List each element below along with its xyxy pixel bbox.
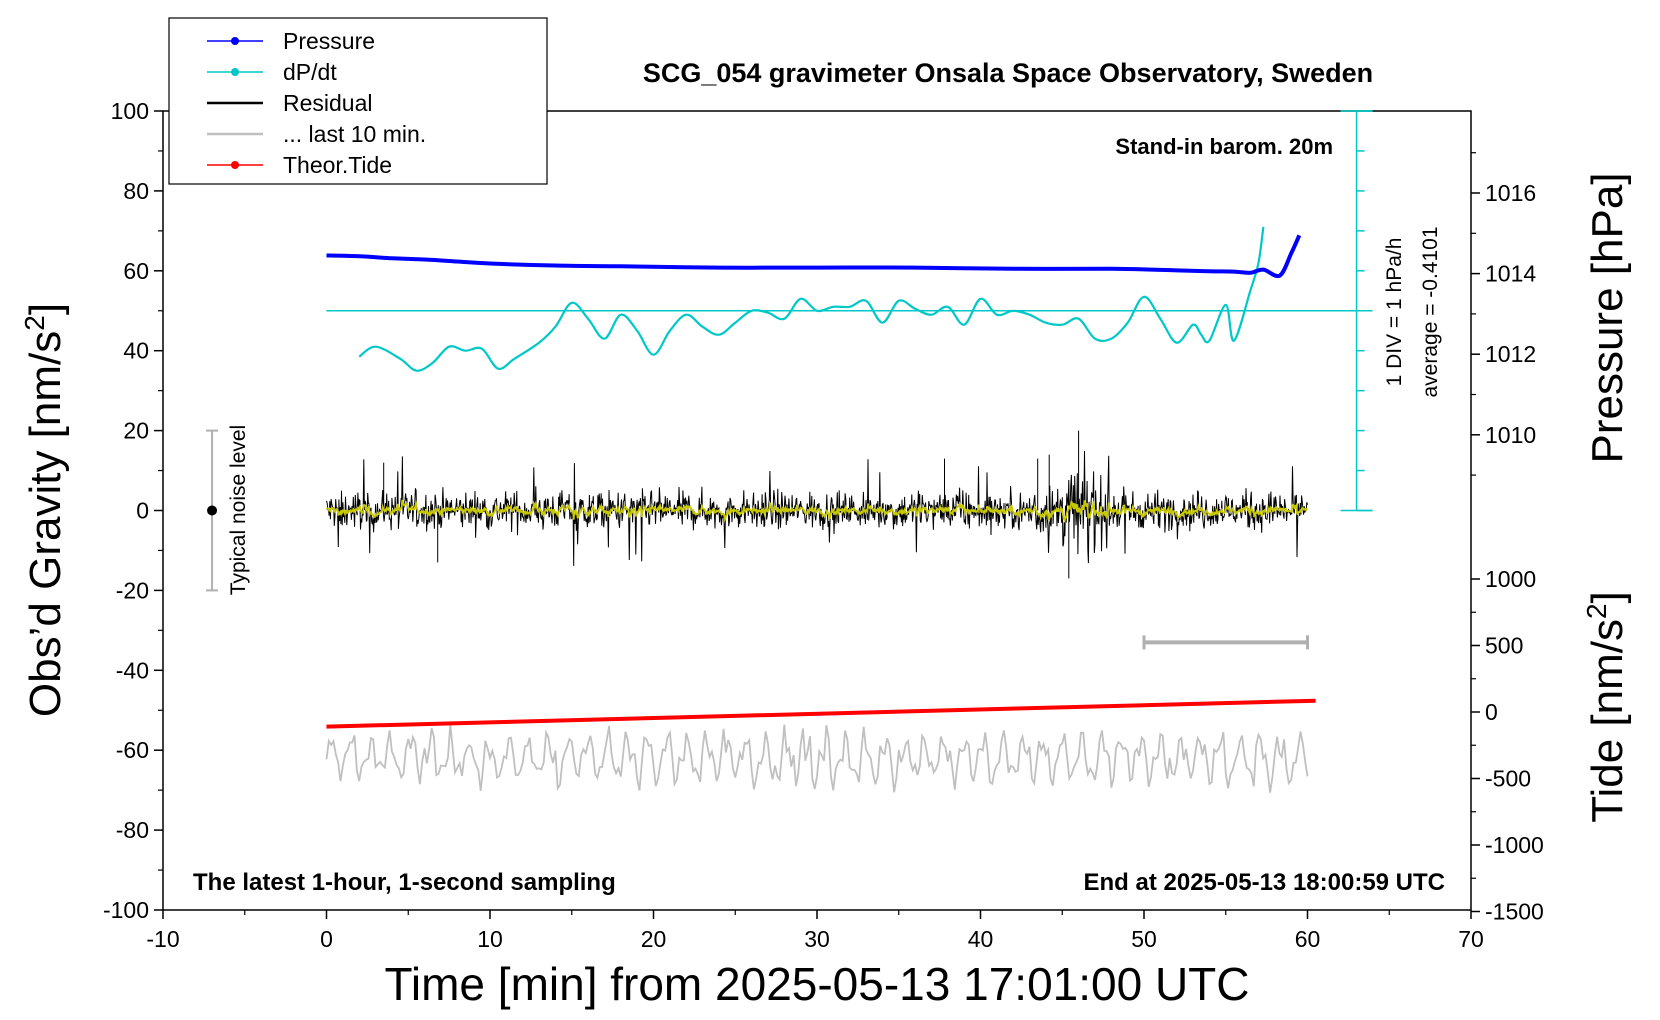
legend-label: dP/dt (283, 59, 337, 85)
y-left-tick-label: 20 (123, 418, 149, 444)
y-left-tick-label: 60 (123, 258, 149, 284)
y-left-tick-label: -60 (116, 737, 149, 763)
pressure-axis-label: Pressure [hPa] (1583, 172, 1632, 463)
window-annotation: The latest 1-hour, 1-second sampling (193, 869, 616, 896)
legend-label: Theor.Tide (283, 152, 392, 178)
legend-box (168, 17, 548, 185)
y-left-tick-label: -20 (116, 577, 149, 603)
x-tick-label: 60 (1295, 926, 1321, 952)
legend-label: Pressure (283, 28, 375, 54)
tide-tick-label: 1000 (1485, 566, 1536, 592)
pressure-tick-label: 1016 (1485, 180, 1536, 206)
x-axis-label: Time [min] from 2025-05-13 17:01:00 UTC (385, 958, 1250, 1010)
legend-item: Pressure (207, 28, 375, 54)
noise-level-bar (206, 429, 219, 592)
chart-title: SCG_054 gravimeter Onsala Space Observat… (643, 58, 1373, 88)
legend-swatch-dot (231, 37, 239, 45)
y-left-tick-label: 0 (136, 498, 149, 524)
x-tick-label: 10 (477, 926, 503, 952)
x-tick-label: 70 (1458, 926, 1484, 952)
y-left-axis-ticks: 100 80 60 40 20 0 -20 -40 -60 -80 -100 (103, 98, 163, 923)
x-tick-label: 30 (804, 926, 830, 952)
series-residual-smoothed (325, 499, 1309, 524)
legend-item: Theor.Tide (207, 152, 392, 178)
end-time-annotation: End at 2025-05-13 18:00:59 UTC (1084, 869, 1446, 896)
noise-level-label: Typical noise level (227, 425, 250, 595)
pressure-tick-label: 1010 (1485, 422, 1536, 448)
pressure-tick-label: 1014 (1485, 261, 1536, 287)
legend-item: ... last 10 min. (207, 121, 426, 147)
legend-item: dP/dt (207, 59, 337, 85)
barometer-annotation: Stand-in barom. 20m (1115, 134, 1333, 159)
y-left-tick-label: 40 (123, 338, 149, 364)
legend-swatch-dot (231, 68, 239, 76)
x-tick-label: 20 (641, 926, 667, 952)
series-dpdt (358, 226, 1265, 372)
legend-label: ... last 10 min. (283, 121, 426, 147)
tide-tick-label: 0 (1485, 699, 1498, 725)
y-left-axis-label: Obs’d Gravity [nm/s2] (19, 303, 70, 717)
x-tick-label: 50 (1131, 926, 1157, 952)
y-left-tick-label: 100 (111, 98, 149, 124)
tide-tick-label: 500 (1485, 633, 1523, 659)
series-pressure (326, 234, 1302, 279)
x-axis-ticks: -10 0 10 20 30 40 50 60 70 (146, 910, 1484, 952)
pressure-axis-ticks: 1016 1014 1012 1010 (1471, 152, 1536, 476)
series-last-10-min (325, 723, 1309, 793)
legend-item: Residual (207, 90, 373, 116)
last-10-min-bracket (1142, 635, 1309, 650)
legend-swatch-dot (231, 161, 239, 169)
series-residual (326, 430, 1308, 579)
tide-tick-label: -1000 (1485, 832, 1544, 858)
average-annotation: average = -0.4101 (1419, 226, 1442, 397)
x-tick-label: 40 (968, 926, 994, 952)
legend-label: Residual (283, 90, 373, 116)
tide-tick-label: -500 (1485, 766, 1531, 792)
div-annotation: 1 DIV = 1 hPa/h (1383, 238, 1406, 387)
noise-bar-center-dot (207, 505, 218, 516)
x-tick-label: -10 (146, 926, 179, 952)
x-tick-label: 0 (320, 926, 333, 952)
series-theor-tide (326, 698, 1316, 729)
y-left-tick-label: 80 (123, 178, 149, 204)
tide-axis-ticks: 1000 500 0 -500 -1000 -1500 (1471, 566, 1544, 925)
y-left-tick-label: -40 (116, 657, 149, 683)
pressure-tick-label: 1012 (1485, 341, 1536, 367)
tide-tick-label: -1500 (1485, 899, 1544, 925)
legend: Pressure dP/dt Residual ... last 10 min. The… (168, 17, 548, 185)
y-left-tick-label: -80 (116, 817, 149, 843)
y-left-tick-label: -100 (103, 897, 149, 923)
tide-axis-label: Tide [nm/s2] (1581, 591, 1632, 823)
